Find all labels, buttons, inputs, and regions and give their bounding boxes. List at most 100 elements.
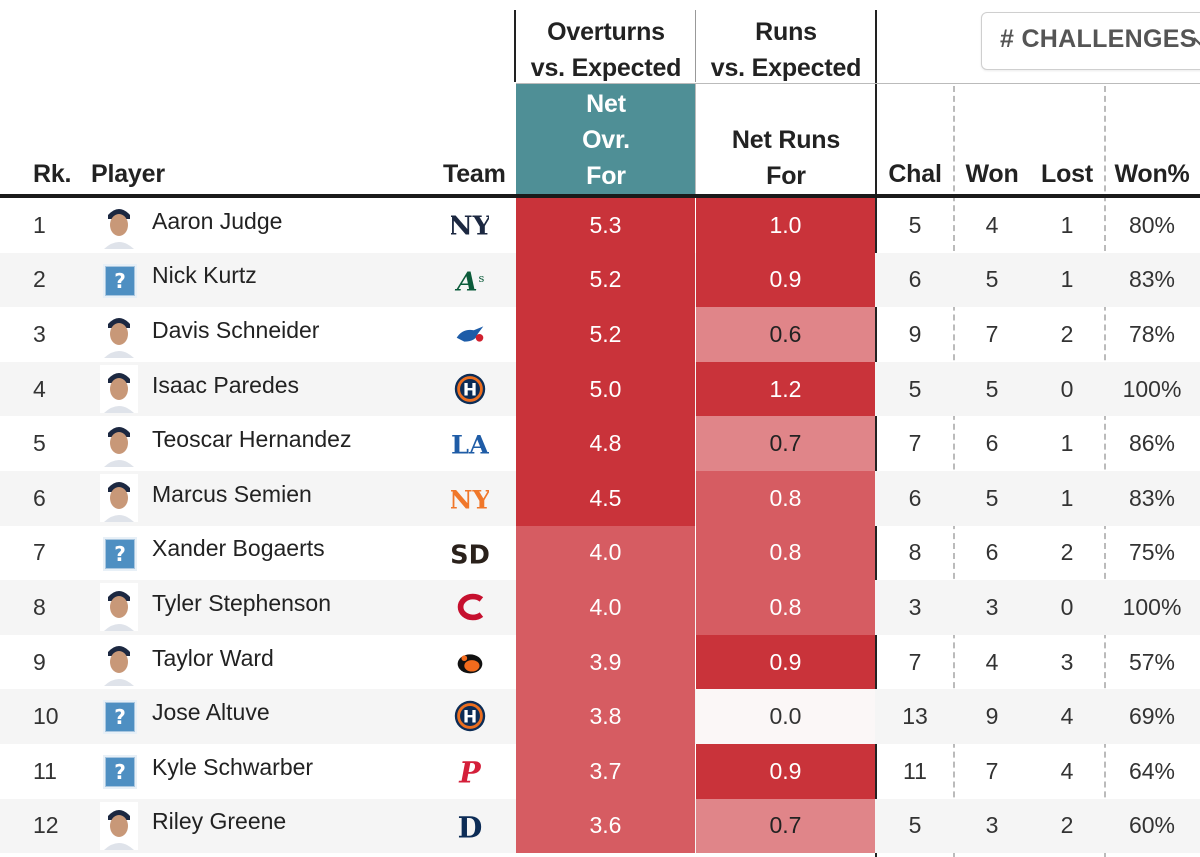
column-header-player[interactable]: Player [91, 160, 165, 188]
won-cell: 4 [985, 211, 999, 238]
net-ovr-cell: 5.3 [516, 198, 695, 253]
group-header-overturns[interactable]: Overturns vs. Expected [516, 14, 696, 86]
player-name-link[interactable]: Jose Altuve [152, 699, 270, 726]
lost-cell: 1 [1060, 484, 1074, 511]
player-name-link[interactable]: Marcus Semien [152, 480, 312, 507]
column-header-won-pct[interactable]: Won% [1114, 160, 1190, 188]
table-row[interactable]: 5.31.0 1 Aaron Judge NY 5 4 1 80% [0, 198, 1200, 253]
lost-cell: 2 [1060, 539, 1074, 566]
won-cell: 6 [985, 430, 999, 457]
won-pct-cell: 75% [1128, 539, 1176, 566]
mets-logo-icon: NY [450, 478, 490, 518]
won-cell: 7 [985, 757, 999, 784]
column-header-team[interactable]: Team [443, 160, 506, 188]
rank-cell: 3 [33, 320, 46, 347]
player-name-link[interactable]: Isaac Paredes [152, 371, 300, 398]
player-name-link[interactable]: Davis Schneider [152, 316, 320, 343]
won-pct-cell: 57% [1128, 648, 1176, 675]
column-header-lost[interactable]: Lost [1041, 160, 1093, 188]
divider-left-overturns [514, 10, 516, 82]
bluejays-logo-icon [450, 314, 490, 354]
won-cell: 6 [985, 539, 999, 566]
challenges-dropdown[interactable]: # CHALLENGES [981, 12, 1200, 70]
svg-text:H: H [463, 380, 477, 400]
chal-cell: 11 [903, 757, 927, 784]
table-row[interactable]: 3.6 0.7 12 Riley Greene D 5 3 2 60% [0, 798, 1200, 854]
player-name-link[interactable]: Riley Greene [152, 808, 287, 835]
player-name-link[interactable]: Teoscar Hernandez [152, 426, 352, 453]
divider-right-runs [875, 10, 877, 857]
net-runs-header-line1: Net Runs [731, 126, 841, 154]
rank-cell: 12 [33, 812, 59, 839]
chal-cell: 3 [908, 593, 922, 620]
player-photo-icon [100, 310, 138, 359]
rank-cell: 2 [33, 266, 46, 293]
won-cell: 3 [985, 812, 999, 839]
group-header-underline [516, 83, 1200, 84]
won-cell: 5 [985, 266, 999, 293]
lost-cell: 1 [1060, 211, 1074, 238]
astros-logo-icon: H [450, 369, 490, 409]
player-name-link[interactable]: Xander Bogaerts [152, 535, 325, 562]
net-ovr-cell: 5.2 [516, 307, 695, 362]
phillies-logo-icon: P [450, 751, 490, 791]
svg-text:H: H [463, 708, 477, 728]
won-pct-cell: 64% [1128, 757, 1176, 784]
lost-cell: 3 [1060, 648, 1074, 675]
group-header-runs-line1: Runs [755, 18, 817, 46]
player-name-link[interactable]: Nick Kurtz [152, 262, 257, 289]
table-row[interactable]: 4.0 0.8 8 Tyler Stephenson 3 3 0 100% [0, 580, 1200, 635]
table-row[interactable]: 4.8 0.7 5 Teoscar Hernandez LA 7 6 1 86% [0, 416, 1200, 471]
column-header-net-runs[interactable]: Net Runs For [696, 122, 876, 194]
won-cell: 9 [985, 703, 999, 730]
header-bottom-rule [0, 194, 1200, 198]
player-photo-icon [100, 637, 138, 686]
rank-cell: 8 [33, 593, 46, 620]
player-photo-icon [100, 364, 138, 413]
net-runs-cell: 1.2 [696, 361, 875, 417]
won-pct-cell: 83% [1128, 266, 1176, 293]
lost-cell: 2 [1060, 320, 1074, 347]
dodgers-logo-icon: LA [450, 423, 490, 463]
group-header-overturns-line2: vs. Expected [530, 54, 682, 82]
won-pct-cell: 83% [1128, 484, 1176, 511]
table-row[interactable]: 4.0 0.8 7? Xander Bogaerts SD 8 6 2 75% [0, 525, 1200, 581]
placeholder-photo-icon: ? [105, 265, 135, 296]
table-row[interactable]: 5.2 0.6 3 Davis Schneider 9 7 2 78% [0, 307, 1200, 362]
column-header-won[interactable]: Won [965, 160, 1019, 188]
player-photo-icon [100, 583, 138, 632]
column-header-rank[interactable]: Rk. [33, 160, 72, 188]
table-row[interactable]: 5.0 1.2 4 Isaac Paredes H 5 5 0 100% [0, 361, 1200, 417]
svg-text:LA: LA [451, 431, 489, 461]
player-photo-icon [100, 201, 138, 249]
table-row[interactable]: 3.8 0.0 10? Jose Altuve H 13 9 4 69% [0, 689, 1200, 744]
lost-cell: 4 [1060, 757, 1074, 784]
lost-cell: 0 [1060, 375, 1074, 402]
table-row[interactable]: 4.5 0.8 6 Marcus Semien NY 6 5 1 83% [0, 471, 1200, 526]
table-row[interactable]: 3.9 0.9 9 Taylor Ward 7 4 3 57% [0, 634, 1200, 690]
net-runs-cell: 0.8 [696, 471, 875, 526]
lost-cell: 1 [1060, 430, 1074, 457]
orioles-logo-icon [450, 642, 490, 682]
player-name-link[interactable]: Kyle Schwarber [152, 753, 314, 780]
lost-cell: 0 [1060, 593, 1074, 620]
player-name-link[interactable]: Taylor Ward [152, 644, 274, 671]
chal-cell: 5 [908, 211, 922, 238]
won-pct-cell: 100% [1122, 375, 1182, 402]
won-pct-cell: 78% [1128, 320, 1176, 347]
player-name-link[interactable]: Tyler Stephenson [152, 589, 332, 616]
table-row[interactable]: 3.7 0.9 11? Kyle Schwarber P 11 7 4 64% [0, 744, 1200, 799]
group-header-runs[interactable]: Runs vs. Expected [696, 14, 876, 86]
chal-cell: 5 [908, 812, 922, 839]
net-runs-cell: 0.7 [696, 416, 875, 471]
lost-cell: 4 [1060, 703, 1074, 730]
column-header-chal[interactable]: Chal [888, 160, 942, 188]
chal-cell: 13 [902, 703, 928, 730]
net-runs-cell: 0.9 [696, 634, 875, 690]
yankees-logo-icon: NY [450, 205, 490, 245]
column-header-net-ovr[interactable]: Net Ovr. For [516, 86, 696, 194]
player-name-link[interactable]: Aaron Judge [152, 207, 283, 234]
net-ovr-cell: 4.8 [516, 416, 695, 471]
